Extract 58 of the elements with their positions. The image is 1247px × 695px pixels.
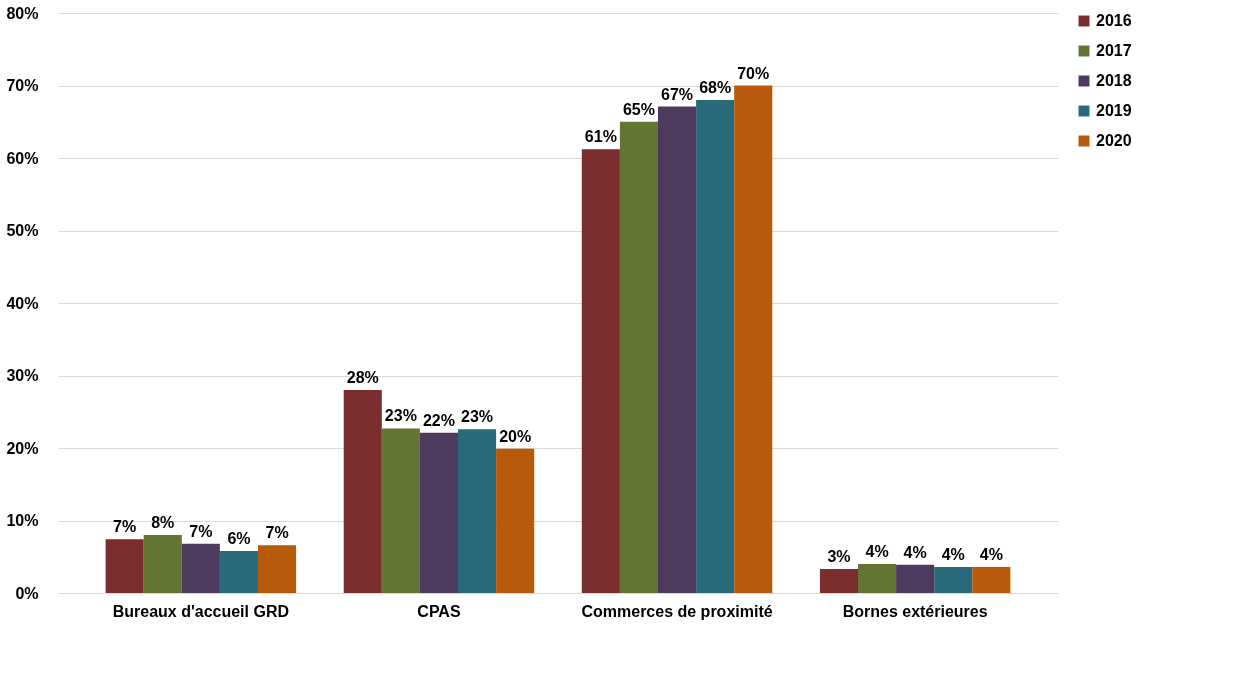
data-label: 7% [113, 518, 137, 536]
data-label: 68% [699, 79, 732, 96]
bar [343, 390, 382, 593]
y-tick-label: 30% [6, 367, 39, 384]
bar [734, 85, 773, 593]
y-tick-label: 80% [6, 4, 39, 22]
legend-label: 2017 [1096, 42, 1132, 59]
data-label: 6% [227, 529, 251, 547]
legend-label: 2019 [1096, 102, 1132, 119]
y-tick-label: 70% [6, 77, 39, 94]
data-label: 4% [941, 545, 965, 563]
x-tick-label: CPAS [417, 602, 461, 620]
y-tick-label: 40% [6, 294, 39, 312]
bar [896, 564, 935, 593]
legend-label: 2020 [1096, 132, 1132, 149]
y-tick-label: 10% [6, 512, 39, 529]
bar [972, 566, 1011, 593]
data-label: 4% [865, 543, 889, 560]
bar [658, 106, 697, 593]
data-label: 4% [979, 545, 1003, 563]
bar [419, 432, 458, 593]
data-label: 7% [189, 522, 213, 540]
y-tick-label: 50% [6, 222, 39, 239]
bar [143, 535, 182, 593]
data-label: 8% [151, 514, 175, 531]
data-label: 28% [346, 369, 379, 386]
bar [381, 428, 420, 593]
bar [219, 550, 258, 593]
x-tick-label: Bornes extérieures [842, 602, 988, 620]
bar [934, 566, 973, 593]
bar [581, 149, 620, 593]
bar [181, 543, 220, 593]
data-label: 23% [384, 407, 417, 425]
data-label: 70% [737, 64, 770, 82]
bar [696, 100, 735, 593]
legend-label: 2018 [1096, 72, 1132, 89]
x-tick-label: Bureaux d'accueil GRD [112, 602, 290, 620]
data-label: 67% [661, 85, 694, 103]
bar [496, 448, 535, 593]
bar [858, 564, 897, 593]
data-label: 23% [461, 408, 494, 426]
bar [619, 121, 658, 593]
y-tick-label: 20% [6, 439, 39, 457]
bar [458, 429, 497, 593]
y-tick-label: 0% [15, 584, 39, 602]
x-tick-label: Commerces de proximité [581, 602, 773, 620]
data-label: 65% [622, 100, 655, 118]
data-label: 20% [499, 427, 532, 445]
data-label: 61% [584, 128, 617, 146]
bar [819, 569, 858, 593]
data-label: 22% [422, 411, 455, 429]
y-tick-label: 60% [6, 149, 39, 167]
data-label: 3% [827, 548, 851, 566]
legend-label: 2016 [1096, 12, 1132, 29]
bar [258, 545, 297, 593]
data-label: 4% [903, 543, 927, 561]
bar [105, 539, 144, 593]
data-label: 7% [265, 524, 289, 542]
